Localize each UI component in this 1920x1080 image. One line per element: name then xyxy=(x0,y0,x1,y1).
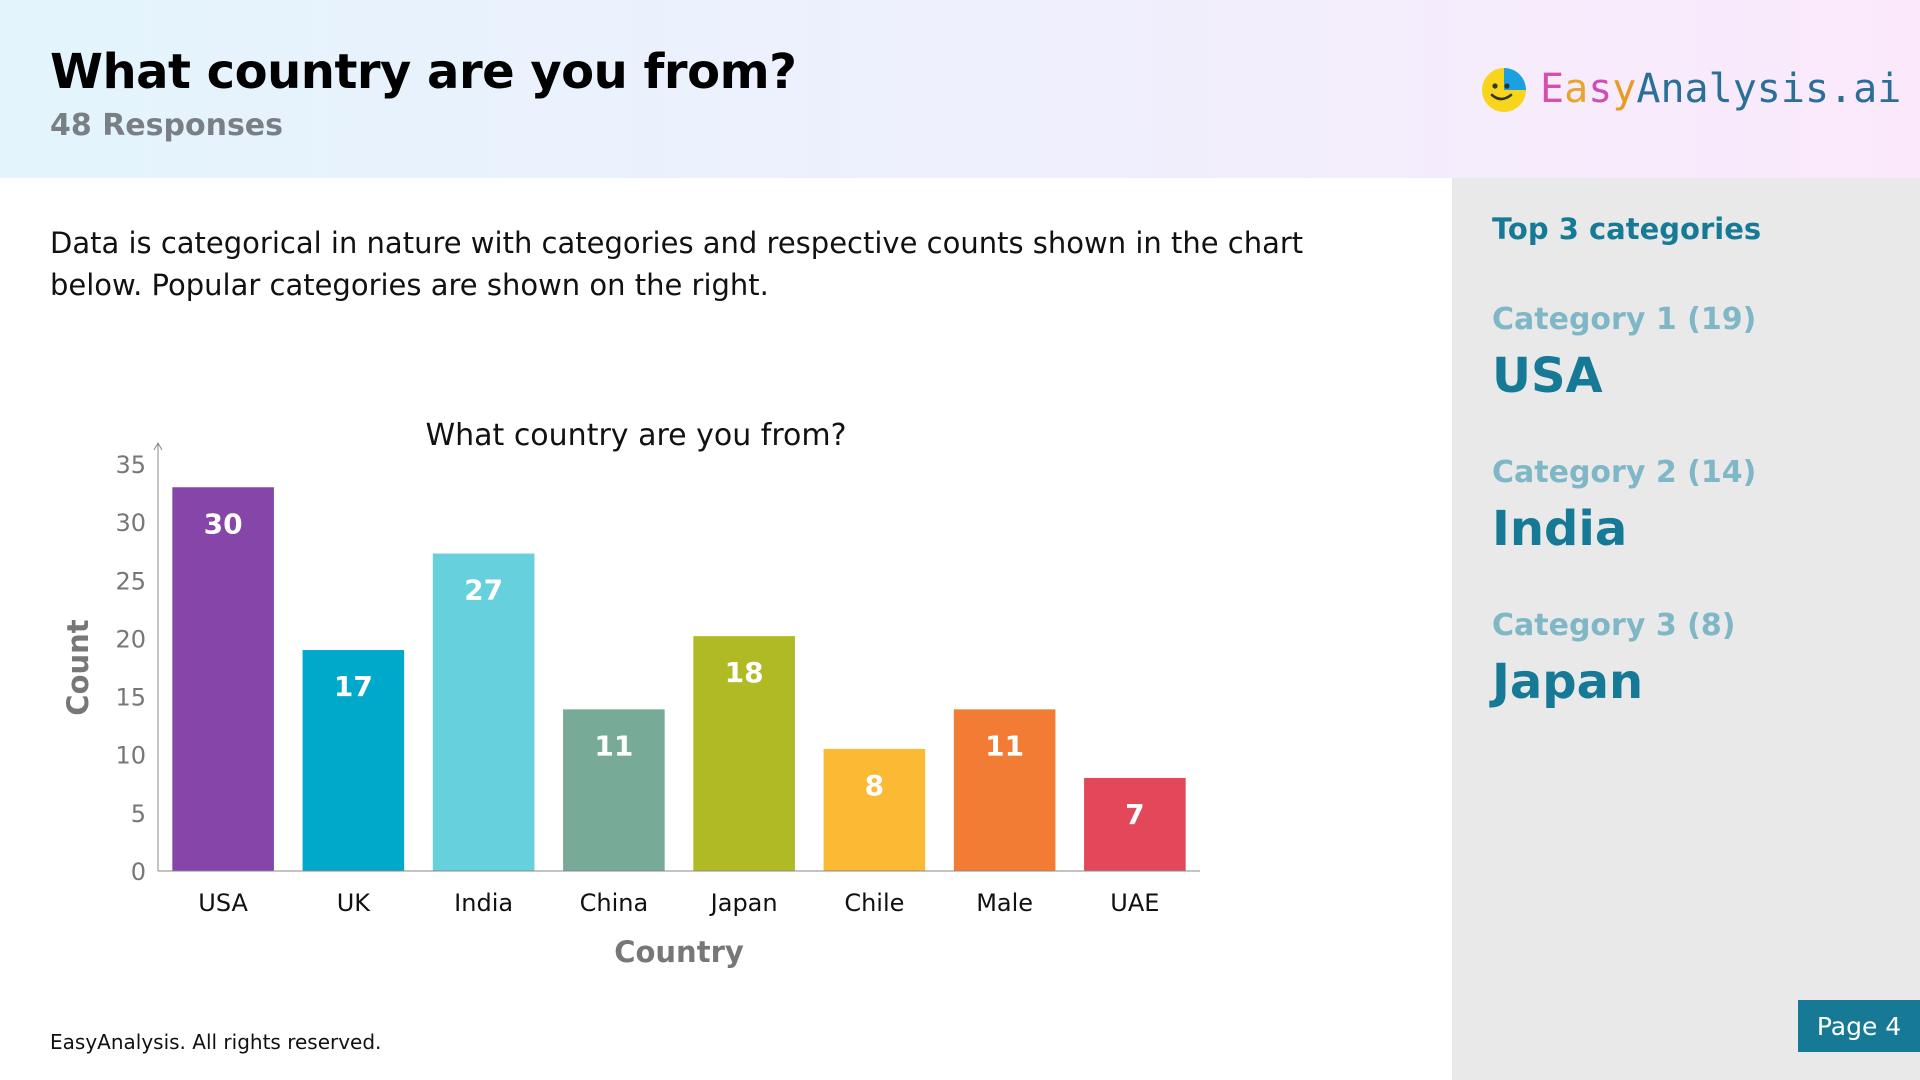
bar-chile xyxy=(823,748,926,871)
chart-title: What country are you from? xyxy=(425,418,846,453)
bar-data-label: 11 xyxy=(594,729,633,762)
brand-name: EasyAnalysis.ai xyxy=(1540,66,1902,112)
bar-chart: What country are you from? 0510152025303… xyxy=(61,418,1200,969)
response-count: 48 Responses xyxy=(50,108,283,143)
x-tick-label: Male xyxy=(976,889,1033,917)
bar-data-label: 30 xyxy=(204,507,243,540)
y-tick-label: 35 xyxy=(115,451,146,479)
bar-data-label: 8 xyxy=(865,769,884,802)
bar-uk xyxy=(302,650,405,871)
y-tick-label: 5 xyxy=(131,800,146,828)
bar-data-label: 17 xyxy=(334,670,373,703)
copyright-footer: EasyAnalysis. All rights reserved. xyxy=(50,1030,382,1054)
category-2-value: India xyxy=(1492,501,1628,557)
x-tick-label: Chile xyxy=(844,889,904,917)
bar-india xyxy=(432,553,535,871)
page-number-button[interactable]: Page 4 xyxy=(1798,1000,1920,1052)
bar-data-label: 7 xyxy=(1125,798,1144,831)
y-tick-label: 20 xyxy=(115,625,146,653)
bar-data-label: 11 xyxy=(985,729,1024,762)
bar-data-label: 27 xyxy=(464,574,503,607)
y-axis-label: Count xyxy=(61,619,95,715)
y-axis-ticks: 0 5 10 15 20 25 30 35 xyxy=(115,451,146,886)
x-tick-label: Japan xyxy=(709,889,778,917)
category-3-value: Japan xyxy=(1492,654,1644,710)
top-categories-panel: Top 3 categories Category 1 (19) USA Cat… xyxy=(1452,178,1920,1080)
x-axis-ticks: USA UK India China Japan Chile Male UAE xyxy=(198,889,1159,917)
top-categories-heading: Top 3 categories xyxy=(1492,212,1762,246)
y-axis-arrow xyxy=(153,441,163,451)
bar-usa xyxy=(172,487,274,871)
category-3-label: Category 3 (8) xyxy=(1492,608,1736,643)
bar-japan xyxy=(693,636,795,871)
y-tick-label: 0 xyxy=(131,858,146,886)
x-tick-label: UK xyxy=(337,889,372,917)
y-tick-label: 10 xyxy=(115,742,146,770)
bars: 30 17 27 11 18 8 11 7 xyxy=(172,487,1186,871)
bar-uae xyxy=(1084,777,1186,871)
page-title: What country are you from? xyxy=(50,44,797,100)
y-tick-label: 15 xyxy=(115,684,146,712)
x-tick-label: USA xyxy=(198,889,248,917)
x-axis-label: Country xyxy=(614,935,744,969)
category-2-label: Category 2 (14) xyxy=(1492,455,1757,490)
category-1-value: USA xyxy=(1492,348,1603,404)
x-tick-label: India xyxy=(454,889,513,917)
x-tick-label: UAE xyxy=(1110,889,1159,917)
bar-china xyxy=(563,709,665,871)
header-banner: What country are you from? 48 Responses … xyxy=(0,0,1920,178)
smiley-logo-icon xyxy=(1482,68,1526,112)
x-tick-label: China xyxy=(580,889,649,917)
y-tick-label: 25 xyxy=(115,567,146,595)
bar-data-label: 18 xyxy=(725,656,764,689)
y-tick-label: 30 xyxy=(115,509,146,537)
category-1-label: Category 1 (19) xyxy=(1492,302,1757,337)
chart-description: Data is categorical in nature with categ… xyxy=(50,226,1304,302)
bar-male xyxy=(953,709,1056,871)
